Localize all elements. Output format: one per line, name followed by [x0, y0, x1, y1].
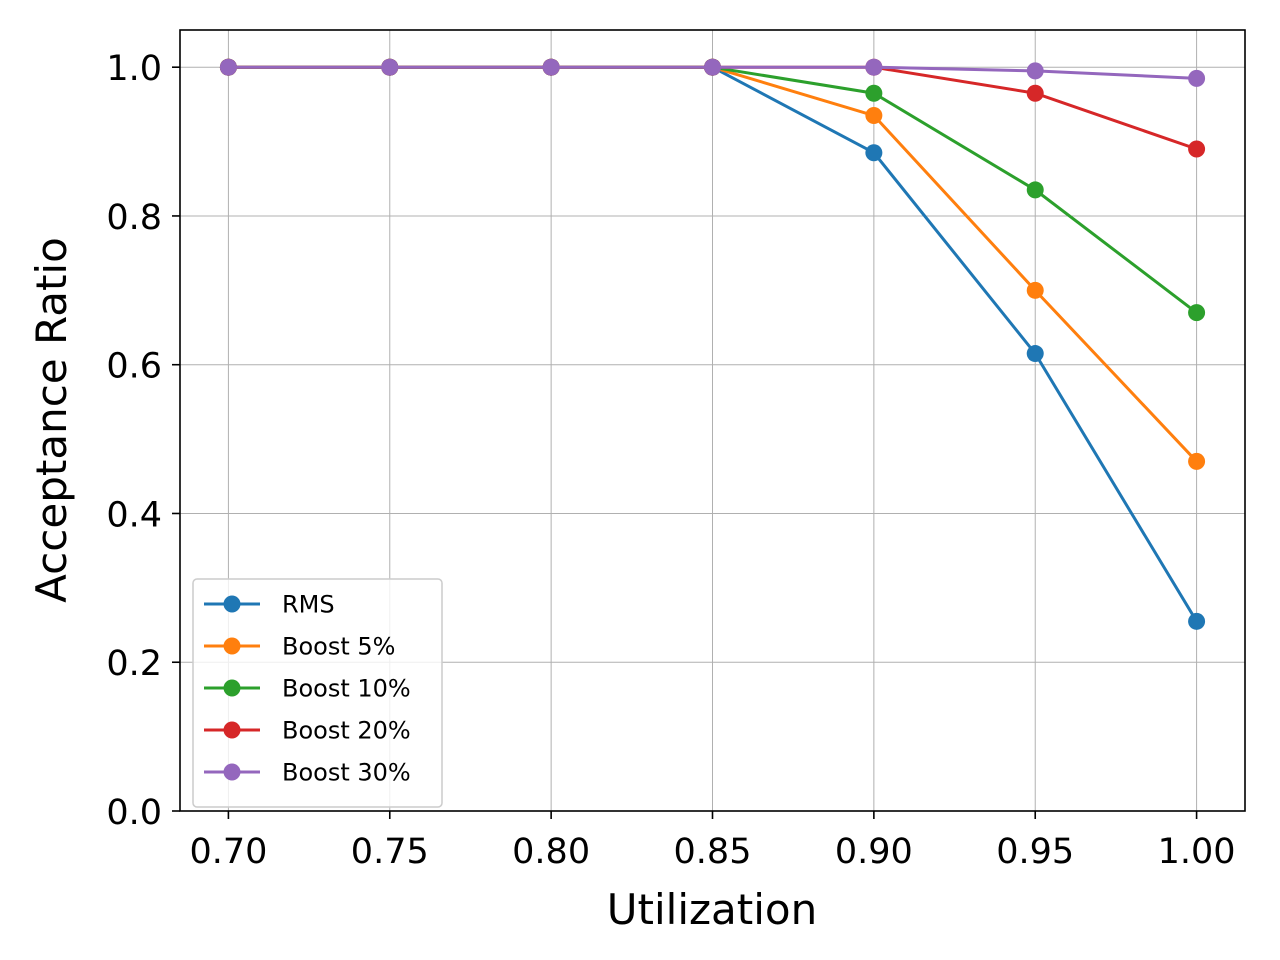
series-group	[219, 58, 1206, 630]
legend-label: Boost 5%	[282, 633, 395, 661]
legend-entry: Boost 10%	[204, 675, 411, 703]
legend-label: Boost 30%	[282, 759, 411, 787]
data-point	[1188, 140, 1206, 158]
x-axis-title: Utilization	[607, 885, 817, 934]
data-point	[219, 58, 237, 76]
legend-label: Boost 20%	[282, 717, 411, 745]
x-tick-label: 0.75	[351, 832, 429, 872]
x-tick-label: 0.95	[996, 832, 1074, 872]
legend-marker	[223, 637, 241, 655]
data-point	[1026, 345, 1044, 363]
data-point	[542, 58, 560, 76]
legend: RMS Boost 5% Boost 10% Boost 20% Boost 30%	[192, 578, 443, 808]
legend-marker	[223, 721, 241, 739]
legend-entry: Boost 30%	[204, 759, 411, 787]
legend-marker	[223, 595, 241, 613]
data-point	[1026, 84, 1044, 102]
ticks: 0.70 0.75 0.80 0.85 0.90 0.95 1.00 0.0 0.2 0.4 0.6…	[106, 49, 1235, 872]
y-tick-label: 1.0	[106, 49, 162, 89]
legend-entry: Boost 5%	[204, 633, 395, 661]
legend-box	[192, 578, 443, 808]
y-axis-title: Acceptance Ratio	[27, 237, 76, 603]
data-point	[381, 58, 399, 76]
data-point	[1026, 281, 1044, 299]
y-tick-label: 0.2	[106, 644, 162, 684]
legend-marker	[223, 679, 241, 697]
data-point	[1188, 452, 1206, 470]
y-tick-label: 0.8	[106, 198, 162, 238]
x-tick-label: 0.85	[674, 832, 752, 872]
data-point	[865, 107, 883, 125]
x-tick-label: 0.80	[512, 832, 590, 872]
y-tick-label: 0.0	[106, 793, 162, 833]
x-tick-label: 0.90	[835, 832, 913, 872]
legend-marker	[223, 763, 241, 781]
legend-entry: RMS	[204, 591, 335, 619]
legend-label: Boost 10%	[282, 675, 411, 703]
x-tick-label: 0.70	[189, 832, 267, 872]
y-tick-label: 0.4	[106, 495, 162, 535]
series-4	[219, 58, 1206, 87]
data-point	[865, 58, 883, 76]
data-point	[1188, 612, 1206, 630]
data-point	[1026, 181, 1044, 199]
data-point	[704, 58, 721, 76]
data-point	[865, 84, 883, 102]
legend-label: RMS	[282, 591, 335, 619]
x-tick-label: 1.00	[1158, 832, 1236, 872]
y-tick-label: 0.6	[106, 347, 162, 387]
data-point	[1188, 69, 1206, 87]
data-point	[1188, 304, 1206, 322]
legend-entry: Boost 20%	[204, 717, 411, 745]
data-point	[1026, 62, 1044, 80]
data-point	[865, 144, 883, 162]
